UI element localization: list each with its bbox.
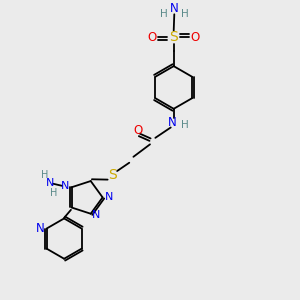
Text: N: N xyxy=(61,181,69,191)
Text: H: H xyxy=(181,9,189,19)
Text: S: S xyxy=(169,30,178,44)
Text: N: N xyxy=(36,222,45,235)
Text: N: N xyxy=(105,192,113,203)
Text: H: H xyxy=(50,188,57,198)
Text: O: O xyxy=(190,31,200,44)
Text: H: H xyxy=(41,170,49,180)
Text: O: O xyxy=(133,124,142,136)
Text: N: N xyxy=(92,210,100,220)
Text: H: H xyxy=(181,119,189,130)
Text: N: N xyxy=(168,116,177,129)
Text: H: H xyxy=(160,9,168,19)
Text: O: O xyxy=(148,31,157,44)
Text: S: S xyxy=(108,168,117,182)
Text: N: N xyxy=(46,178,54,188)
Text: N: N xyxy=(170,2,179,15)
